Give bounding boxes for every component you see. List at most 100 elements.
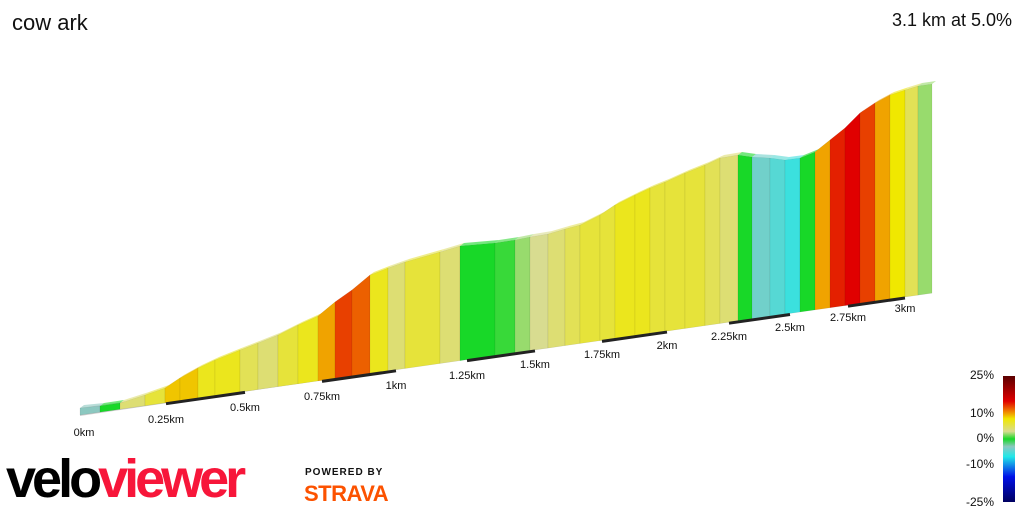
grade-segment-top bbox=[370, 265, 392, 275]
grade-segment-top bbox=[845, 110, 864, 128]
grade-segment-top bbox=[548, 226, 569, 234]
route-title: cow ark bbox=[12, 10, 88, 35]
grade-segment bbox=[164, 377, 181, 404]
grade-segment-top bbox=[145, 385, 169, 395]
grade-segment-top bbox=[890, 87, 909, 95]
grade-segment-top bbox=[815, 137, 834, 152]
grade-segment-top bbox=[352, 272, 374, 290]
grade-segment-top bbox=[80, 403, 104, 408]
x-tick-label: 1km bbox=[386, 380, 407, 392]
x-tick-label: 2.75km bbox=[830, 312, 866, 324]
grade-segment bbox=[599, 204, 616, 341]
grade-segment bbox=[564, 224, 581, 346]
grade-segment bbox=[351, 274, 371, 377]
grade-segment-top bbox=[918, 81, 936, 86]
grade-segment bbox=[459, 242, 496, 361]
grade-segment bbox=[634, 187, 651, 336]
grade-segment bbox=[119, 394, 146, 410]
grade-segment-top bbox=[180, 365, 202, 378]
grade-segment-top bbox=[665, 170, 689, 182]
grade-segment-top bbox=[738, 152, 756, 157]
grade-segment-top bbox=[720, 152, 742, 158]
grade-segment-top bbox=[388, 259, 409, 268]
grade-segment-top bbox=[258, 332, 282, 343]
grade-segment bbox=[917, 83, 933, 296]
x-tick-label: 2.5km bbox=[775, 322, 805, 334]
grade-segment bbox=[529, 233, 549, 351]
grade-segment-top bbox=[515, 234, 534, 240]
grade-segment bbox=[404, 251, 441, 369]
grade-segment bbox=[614, 194, 636, 339]
grade-segment-top bbox=[635, 185, 654, 195]
x-tick-label: 1.75km bbox=[584, 349, 620, 361]
grade-segment bbox=[737, 154, 753, 322]
x-tick-label: 0.5km bbox=[230, 402, 260, 414]
grade-color-legend bbox=[1003, 376, 1015, 502]
grade-segment bbox=[579, 214, 601, 344]
grade-segment bbox=[334, 289, 353, 379]
grade-segment-top bbox=[530, 231, 552, 237]
grade-segment-top bbox=[215, 347, 244, 360]
grade-segment bbox=[829, 127, 846, 309]
grade-segment bbox=[514, 236, 531, 354]
grade-segment bbox=[257, 334, 279, 390]
grade-segment bbox=[214, 349, 241, 396]
x-tick-label: 0.25km bbox=[148, 414, 184, 426]
grade-segment-top bbox=[615, 192, 639, 205]
x-tick-label: 0.75km bbox=[304, 391, 340, 403]
legend-label: 10% bbox=[969, 406, 994, 420]
grade-segment bbox=[239, 342, 259, 393]
km-band bbox=[847, 296, 906, 308]
veloviewer-logo[interactable]: veloviewer bbox=[6, 449, 246, 509]
grade-segment bbox=[297, 315, 319, 385]
grade-segment-top bbox=[298, 313, 322, 325]
grade-segment bbox=[859, 102, 876, 304]
grade-segment-top bbox=[752, 154, 774, 158]
grade-segment-top bbox=[278, 322, 302, 335]
grade-segment-top bbox=[335, 287, 356, 302]
grade-segment-top bbox=[785, 155, 804, 160]
powered-by-label: POWERED BY bbox=[305, 467, 384, 478]
legend-label: 0% bbox=[976, 431, 994, 445]
grade-segment bbox=[889, 89, 906, 300]
grade-segment-top bbox=[875, 92, 894, 103]
x-tick-label: 0km bbox=[74, 427, 95, 439]
x-tick-label: 3km bbox=[895, 303, 916, 315]
grade-segment-top bbox=[905, 83, 922, 90]
legend-label: -25% bbox=[965, 495, 994, 509]
km-band bbox=[728, 312, 791, 325]
grade-segment bbox=[844, 112, 861, 306]
km-band bbox=[321, 369, 397, 383]
strava-logo[interactable]: STRAVA bbox=[304, 481, 389, 506]
grade-segment-top bbox=[460, 240, 499, 246]
grade-segment bbox=[649, 181, 666, 334]
grade-segment bbox=[387, 261, 406, 372]
grade-segment bbox=[799, 151, 816, 313]
grade-segment-top bbox=[580, 212, 604, 225]
grade-segment-top bbox=[318, 299, 339, 316]
km-band bbox=[601, 330, 668, 343]
grade-segment bbox=[277, 324, 299, 387]
grade-segment-top bbox=[600, 202, 619, 215]
grade-segment bbox=[684, 164, 706, 329]
grade-segment bbox=[369, 267, 389, 374]
grade-segment bbox=[197, 359, 216, 399]
km-band bbox=[165, 390, 246, 406]
legend-label: -10% bbox=[965, 457, 994, 471]
km-band bbox=[466, 349, 536, 363]
grade-segment-top bbox=[240, 340, 262, 350]
grade-segment-top bbox=[685, 162, 709, 173]
grade-segment bbox=[874, 94, 891, 302]
grade-segment bbox=[547, 228, 566, 349]
legend-label: 25% bbox=[969, 368, 994, 382]
x-tick-label: 2.25km bbox=[711, 331, 747, 343]
grade-segment bbox=[439, 245, 461, 364]
grade-segment-top bbox=[650, 179, 669, 188]
grade-segment-top bbox=[198, 357, 219, 368]
grade-segment-top bbox=[440, 243, 464, 252]
grade-segment-top bbox=[165, 375, 184, 388]
x-tick-label: 1.25km bbox=[449, 370, 485, 382]
grade-segment bbox=[769, 157, 786, 317]
grade-segment-top bbox=[860, 100, 879, 113]
